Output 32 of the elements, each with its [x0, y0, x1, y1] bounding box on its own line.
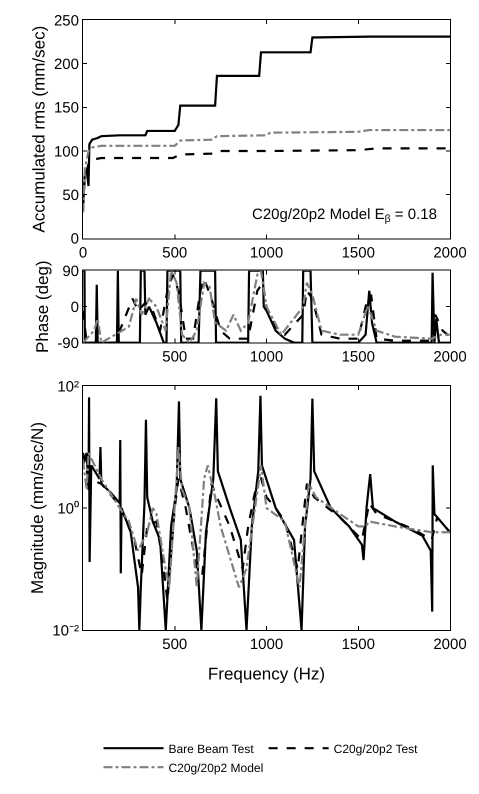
legend-label: C20g/20p2 Model [168, 760, 264, 775]
y-tick-label: 250 [54, 12, 79, 30]
legend-label: Bare Beam Test [168, 742, 254, 756]
x-tick-label: 1500 [342, 244, 375, 262]
y-axis-title: Accumulated rms (mm/sec) [30, 26, 49, 233]
y-tick-label: -90 [57, 334, 79, 352]
y-tick-label: 0 [70, 298, 79, 316]
x-tick-label: 1000 [250, 244, 284, 262]
annotation: C20g/20p2 Model E$_{β}$ = 0.18 [252, 206, 437, 226]
x-tick-label: 2000 [433, 244, 467, 262]
legend-label: C20g/20p2 Test [334, 742, 418, 756]
y-tick-label: 150 [54, 100, 79, 117]
y-tick-label: 10⁰ [57, 500, 79, 518]
y-axis-title: Magnitude (mm/sec/N) [28, 422, 47, 594]
x-axis-title: Frequency (Hz) [208, 664, 326, 684]
x-tick-label: 1500 [342, 636, 375, 653]
x-tick-label: 1000 [250, 348, 284, 366]
x-tick-label: 500 [162, 244, 188, 262]
y-tick-label: 90 [62, 262, 79, 280]
y-tick-label: 0 [70, 230, 79, 248]
x-tick-label: 1500 [342, 348, 375, 366]
x-tick-label: 500 [162, 636, 188, 653]
y-tick-label: 200 [54, 56, 79, 73]
x-tick-label: 2000 [433, 636, 467, 653]
x-tick-label: 500 [162, 348, 188, 366]
y-axis-title: Phase (deg) [32, 260, 52, 354]
x-tick-label: 2000 [433, 348, 467, 366]
y-tick-label: 10⁻² [52, 622, 79, 640]
x-tick-label: 1000 [250, 636, 284, 653]
y-tick-label: 100 [54, 143, 79, 160]
y-tick-label: 10² [57, 378, 79, 396]
y-tick-label: 50 [62, 186, 79, 204]
